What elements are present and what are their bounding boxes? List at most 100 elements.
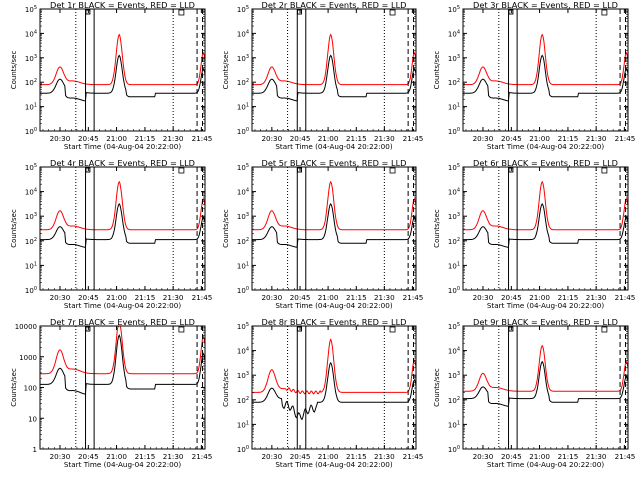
marker-square xyxy=(601,167,608,174)
y-axis-label: Counts/sec xyxy=(10,51,18,90)
x-tick-label: 20:30 xyxy=(50,293,71,302)
x-tick-label: 21:15 xyxy=(558,452,579,461)
y-tick-label: 105 xyxy=(25,5,37,14)
x-tick-label: 20:30 xyxy=(50,452,71,461)
events-series-line xyxy=(252,361,417,421)
x-tick-label: 21:45 xyxy=(615,293,636,302)
y-tick-label: 102 xyxy=(237,237,249,246)
y-tick-label: 104 xyxy=(237,188,249,197)
chart-panel-2: Det 2r BLACK = Events, RED = LLD 100 101 10… xyxy=(222,0,423,151)
y-tick-label: 10 xyxy=(28,415,37,423)
lld-series-line xyxy=(463,33,629,86)
x-axis-label: Start Time (04-Aug-04 20:22:00) xyxy=(64,301,181,310)
y-tick-label: 103 xyxy=(237,54,249,63)
y-tick-label: 105 xyxy=(237,5,249,14)
y-tick-label: 104 xyxy=(237,347,249,356)
y-tick-label: 100 xyxy=(448,127,460,136)
marker-square xyxy=(178,9,185,16)
x-tick-label: 21:30 xyxy=(163,134,184,143)
chart-panel-9: Det 9r BLACK = Events, RED = LLD 100 101 10… xyxy=(433,317,635,469)
lld-series-line xyxy=(463,180,629,231)
y-axis-label: Counts/sec xyxy=(222,368,230,407)
lld-series-line xyxy=(252,33,417,86)
x-tick-label: 21:00 xyxy=(318,452,339,461)
y-tick-label: 100 xyxy=(25,127,37,136)
x-axis-label: Start Time (04-Aug-04 20:22:00) xyxy=(275,142,392,151)
x-axis-label: Start Time (04-Aug-04 20:22:00) xyxy=(275,460,392,469)
x-axis-label: Start Time (04-Aug-04 20:22:00) xyxy=(64,460,181,469)
marker-square xyxy=(389,326,396,333)
x-tick-label: 21:30 xyxy=(163,452,184,461)
y-tick-label: 105 xyxy=(448,163,460,172)
x-tick-label: 20:45 xyxy=(290,134,311,143)
plot-frame xyxy=(39,166,206,291)
chart-panel-5: Det 5r BLACK = Events, RED = LLD 100 101 10… xyxy=(222,158,423,310)
chart-title: Det 7r BLACK = Events, RED = LLD xyxy=(50,317,195,327)
x-tick-label: 21:30 xyxy=(586,452,607,461)
events-series-line xyxy=(252,54,417,102)
x-tick-label: 21:30 xyxy=(586,293,607,302)
x-tick-label: 20:45 xyxy=(78,452,99,461)
y-tick-label: 100 xyxy=(25,286,37,295)
y-tick-label: 102 xyxy=(448,78,460,87)
y-tick-label: 105 xyxy=(448,5,460,14)
x-tick-label: 21:45 xyxy=(192,134,213,143)
y-tick-label: 101 xyxy=(448,103,460,112)
y-tick-label: 101 xyxy=(237,420,249,429)
y-tick-label: 100 xyxy=(24,385,37,393)
y-tick-label: 1 xyxy=(33,446,37,454)
y-tick-label: 102 xyxy=(25,237,37,246)
x-tick-label: 21:00 xyxy=(318,293,339,302)
x-tick-label: 21:15 xyxy=(135,134,156,143)
chart-panel-6: Det 6r BLACK = Events, RED = LLD 100 101 10… xyxy=(433,158,635,310)
lld-series-line xyxy=(252,180,417,231)
x-tick-label: 20:45 xyxy=(501,452,522,461)
y-tick-label: 102 xyxy=(237,78,249,87)
y-tick-label: 103 xyxy=(448,54,460,63)
chart-panel-7: Det 7r BLACK = Events, RED = LLD 1 10 100 10… xyxy=(10,317,212,469)
chart-panel-3: Det 3r BLACK = Events, RED = LLD 100 101 10… xyxy=(433,0,635,151)
y-tick-label: 103 xyxy=(448,212,460,221)
x-tick-label: 21:00 xyxy=(529,293,550,302)
events-series-line xyxy=(252,202,417,249)
y-tick-label: 104 xyxy=(448,188,460,197)
events-series-line xyxy=(40,202,206,249)
lld-series-line xyxy=(40,33,206,86)
y-tick-label: 104 xyxy=(25,29,37,38)
x-tick-label: 21:00 xyxy=(529,134,550,143)
x-tick-label: 21:30 xyxy=(163,293,184,302)
plot-frame xyxy=(462,325,629,450)
chart-panel-1: Det 1r BLACK = Events, RED = LLD 100 101 10… xyxy=(10,0,212,151)
marker-square xyxy=(178,326,185,333)
x-tick-label: 21:45 xyxy=(403,452,424,461)
x-tick-label: 20:30 xyxy=(261,134,282,143)
lld-series-line xyxy=(40,180,206,231)
y-tick-label: 100 xyxy=(237,127,249,136)
x-tick-label: 20:30 xyxy=(473,452,494,461)
y-tick-label: 103 xyxy=(25,54,37,63)
y-tick-label: 102 xyxy=(237,396,249,405)
x-tick-label: 21:00 xyxy=(106,293,127,302)
y-tick-label: 104 xyxy=(448,347,460,356)
chart-title: Det 3r BLACK = Events, RED = LLD xyxy=(473,0,618,10)
y-tick-label: 101 xyxy=(237,103,249,112)
x-tick-label: 21:45 xyxy=(403,134,424,143)
y-tick-label: 104 xyxy=(448,29,460,38)
y-tick-label: 100 xyxy=(448,445,460,454)
events-series-line xyxy=(463,54,629,102)
lld-series-line xyxy=(463,344,629,392)
x-tick-label: 21:15 xyxy=(346,134,367,143)
x-tick-label: 21:45 xyxy=(615,134,636,143)
x-tick-label: 21:45 xyxy=(192,293,213,302)
y-axis-label: Counts/sec xyxy=(222,51,230,90)
chart-title: Det 6r BLACK = Events, RED = LLD xyxy=(473,158,618,168)
x-tick-label: 21:00 xyxy=(318,134,339,143)
events-series-line xyxy=(463,202,629,249)
events-series-line xyxy=(40,54,206,102)
y-tick-label: 103 xyxy=(237,371,249,380)
x-tick-label: 21:15 xyxy=(346,452,367,461)
x-axis-label: Start Time (04-Aug-04 20:22:00) xyxy=(487,142,604,151)
x-tick-label: 20:45 xyxy=(78,134,99,143)
plot-frame xyxy=(462,166,629,291)
